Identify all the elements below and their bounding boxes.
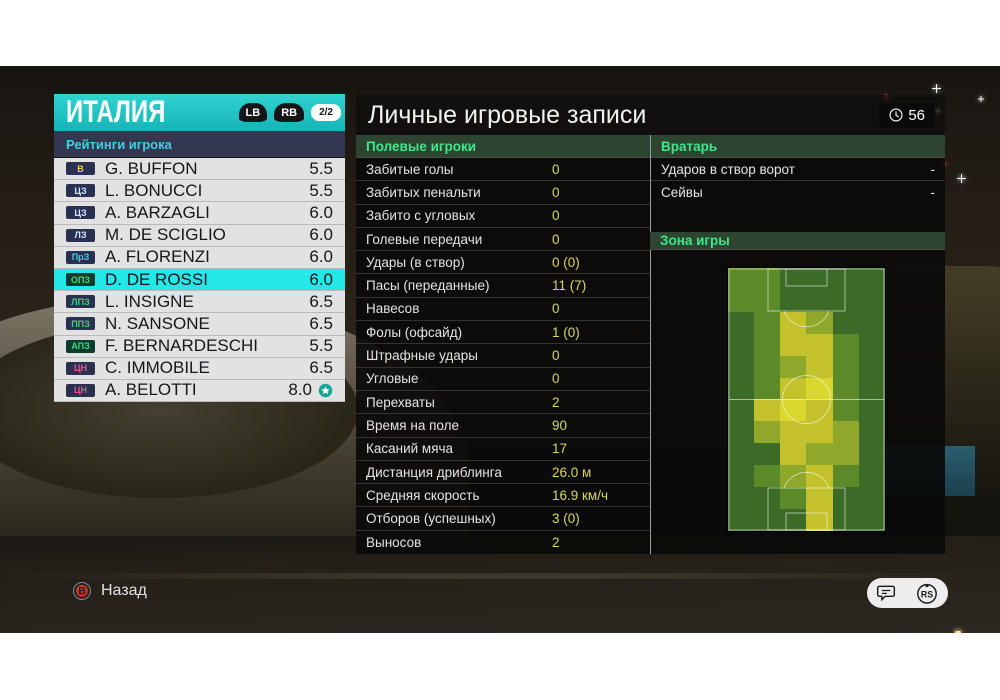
svg-text:RS: RS (921, 589, 933, 599)
